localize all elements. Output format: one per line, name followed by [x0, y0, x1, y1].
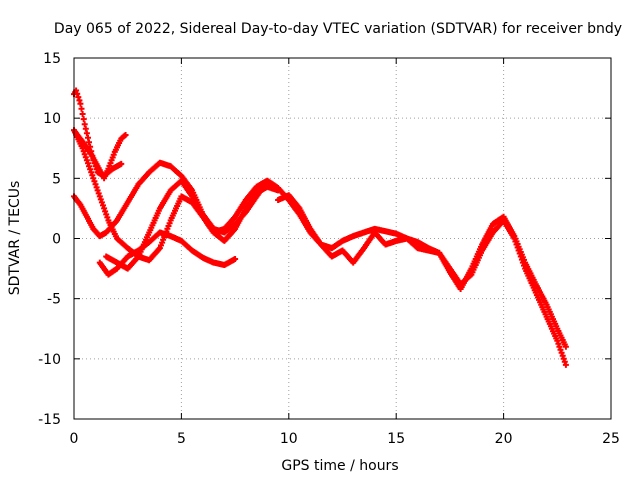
series-markers — [275, 192, 569, 350]
x-tick-label: 5 — [177, 431, 186, 447]
ticks — [73, 57, 612, 420]
y-tick-label: 5 — [52, 171, 61, 187]
y-tick-label: 10 — [43, 111, 61, 127]
y-axis-title: SDTVAR / TECUs — [7, 181, 23, 296]
data-layer — [71, 87, 569, 368]
x-tick-label: 10 — [280, 431, 298, 447]
y-tick-label: 0 — [52, 232, 61, 248]
y-tick-label: 15 — [43, 51, 61, 67]
series-arc-g — [275, 192, 569, 350]
y-tick-label: -15 — [38, 412, 61, 428]
x-tick-label: 20 — [495, 431, 513, 447]
y-tick-label: -5 — [47, 292, 61, 308]
x-axis-title: GPS time / hours — [281, 458, 398, 474]
chart-title: Day 065 of 2022, Sidereal Day-to-day VTE… — [54, 21, 622, 37]
x-tick-label: 25 — [602, 431, 620, 447]
x-tick-label: 0 — [70, 431, 79, 447]
y-tick-label: -10 — [38, 352, 61, 368]
x-tick-label: 15 — [387, 431, 405, 447]
tick-labels: 0 5 10 15 20 25 -15 -10 -5 0 5 10 15 — [38, 51, 620, 447]
